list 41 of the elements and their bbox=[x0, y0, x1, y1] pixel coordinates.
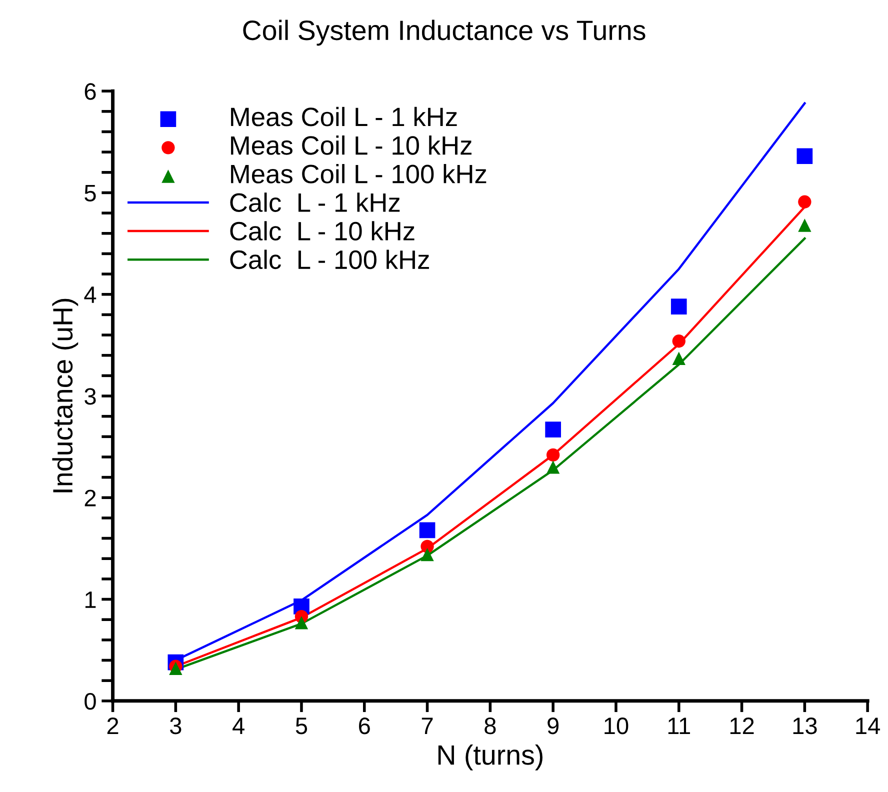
x-axis-title: N (turns) bbox=[438, 744, 542, 770]
legend-label: Calc L - 10 kHz bbox=[230, 221, 414, 241]
x-tick-label: 3 bbox=[170, 718, 182, 734]
y-tick-label: 2 bbox=[84, 490, 96, 506]
x-tick-label: 11 bbox=[668, 718, 690, 734]
x-tick-label: 14 bbox=[856, 718, 880, 734]
x-tick-label: 10 bbox=[604, 718, 628, 734]
point bbox=[672, 352, 686, 365]
x-tick-label: 2 bbox=[107, 718, 118, 734]
legend-label: Calc L - 100 kHz bbox=[230, 250, 429, 270]
x-tick-label: 7 bbox=[422, 718, 433, 734]
y-tick-label: 5 bbox=[84, 185, 96, 202]
point bbox=[546, 448, 560, 462]
point bbox=[798, 218, 812, 232]
x-tick-label: 5 bbox=[296, 718, 308, 734]
y-axis-title: Inductance (uH) bbox=[52, 298, 78, 492]
x-tick-label: 6 bbox=[359, 718, 370, 734]
legend-label: Meas Coil L - 10 kHz bbox=[231, 135, 472, 155]
chart-title: Coil System Inductance vs Turns bbox=[243, 20, 646, 46]
point bbox=[798, 195, 812, 208]
y-tick-label: 3 bbox=[84, 388, 96, 405]
x-tick-label: 12 bbox=[730, 718, 754, 734]
x-tick-label: 9 bbox=[548, 718, 559, 734]
x-tick-label: 8 bbox=[484, 718, 496, 734]
legend-label: Meas Coil L - 1 kHz bbox=[231, 106, 457, 126]
point bbox=[294, 616, 308, 630]
point bbox=[545, 422, 561, 438]
point bbox=[419, 522, 436, 538]
point bbox=[672, 334, 686, 348]
point bbox=[420, 548, 434, 562]
point bbox=[670, 298, 687, 314]
point bbox=[546, 460, 560, 474]
x-tick-label: 13 bbox=[793, 718, 817, 734]
legend-label: Calc L - 1 kHz bbox=[230, 192, 400, 212]
y-tick-label: 0 bbox=[84, 692, 96, 710]
point bbox=[796, 148, 813, 164]
x-tick-label: 4 bbox=[232, 718, 244, 734]
y-tick-label: 6 bbox=[84, 83, 96, 100]
y-tick-label: 4 bbox=[84, 286, 96, 303]
y-tick-label: 1 bbox=[85, 592, 96, 608]
legend-label: Meas Coil L - 100 kHz bbox=[231, 164, 486, 184]
